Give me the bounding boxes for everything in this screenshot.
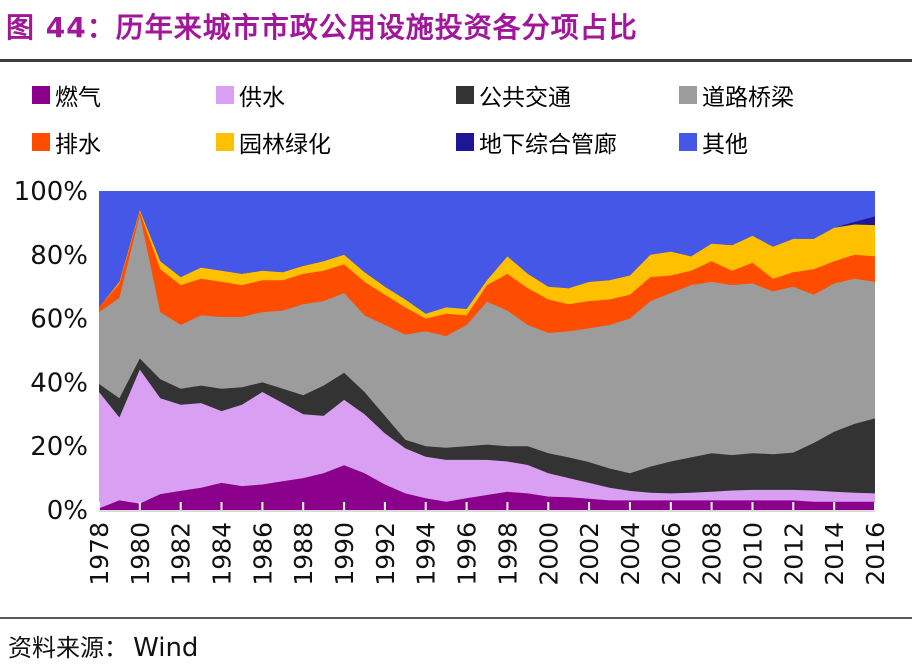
x-axis-label-1988: 1988 — [289, 522, 318, 586]
x-axis-label-1992: 1992 — [371, 522, 400, 586]
x-axis-label-1998: 1998 — [493, 522, 522, 586]
title-divider — [0, 59, 912, 62]
legend-label-other: 其他 — [702, 132, 748, 158]
legend-item-gas: 燃气 — [32, 80, 101, 111]
x-axis-label-1980: 1980 — [126, 522, 155, 586]
stacked-area-chart: 1978 1980 1982 1984 1986 1988 1990 1992 1994 1996… — [0, 170, 912, 616]
x-axis-label-1994: 1994 — [412, 522, 441, 586]
x-tick-1996 — [465, 502, 468, 510]
x-axis-label-2002: 2002 — [575, 522, 604, 586]
x-tick-1982 — [179, 502, 182, 510]
legend-item-transit: 公共交通 — [456, 80, 571, 111]
y-axis-label-20: 20% — [30, 432, 88, 462]
source-label: 资料来源： — [8, 634, 128, 662]
x-tick-1986 — [261, 502, 264, 510]
x-tick-2010 — [751, 502, 754, 510]
x-tick-2016 — [874, 502, 876, 510]
x-tick-1978 — [98, 502, 100, 510]
y-axis-label-40: 40% — [30, 368, 88, 398]
legend-swatch-garden — [216, 133, 234, 151]
x-axis-label-2004: 2004 — [616, 522, 645, 586]
source-line: 资料来源： Wind — [8, 628, 198, 663]
legend-swatch-road — [679, 86, 697, 104]
legend-item-tunnel: 地下综合管廊 — [456, 127, 617, 158]
x-tick-2012 — [792, 502, 795, 510]
legend-swatch-water — [216, 86, 234, 104]
source-value: Wind — [133, 633, 199, 663]
x-axis-label-2016: 2016 — [861, 522, 890, 586]
legend-label-road: 道路桥梁 — [702, 85, 794, 111]
x-tick-2006 — [669, 502, 672, 510]
x-axis-label-1978: 1978 — [85, 522, 114, 586]
x-tick-2000 — [547, 502, 550, 510]
x-axis-label-2014: 2014 — [820, 522, 849, 586]
x-axis-label-2012: 2012 — [779, 522, 808, 586]
legend-swatch-drain — [32, 133, 50, 151]
source-divider — [0, 617, 912, 619]
x-axis-label-1996: 1996 — [453, 522, 482, 586]
legend-swatch-transit — [456, 86, 474, 104]
legend-item-garden: 园林绿化 — [216, 127, 331, 158]
legend-swatch-gas — [32, 86, 50, 104]
x-tick-1984 — [220, 502, 223, 510]
x-tick-2014 — [833, 502, 836, 510]
figure-title: 图 44：历年来城市市政公用设施投资各分项占比 — [6, 11, 638, 44]
x-tick-1994 — [424, 502, 427, 510]
x-axis-label-1984: 1984 — [208, 522, 237, 586]
legend-item-road: 道路桥梁 — [679, 80, 794, 111]
legend-label-water: 供水 — [239, 85, 285, 111]
x-axis-label-1990: 1990 — [330, 522, 359, 586]
x-tick-1988 — [302, 502, 305, 510]
x-tick-2008 — [710, 502, 713, 510]
legend-item-water: 供水 — [216, 80, 285, 111]
x-tick-1998 — [506, 502, 509, 510]
x-axis-label-1982: 1982 — [167, 522, 196, 586]
legend-label-drain: 排水 — [55, 132, 101, 158]
legend-label-garden: 园林绿化 — [239, 132, 331, 158]
x-tick-2004 — [628, 502, 631, 510]
y-axis-label-100: 100% — [14, 177, 88, 207]
x-tick-1980 — [138, 502, 141, 510]
legend-swatch-tunnel — [456, 133, 474, 151]
chart-legend: 燃气 供水 公共交通 道路桥梁排水 园林绿化 地下综合管廊 其他 — [0, 72, 912, 168]
area-layer-gas — [99, 465, 875, 510]
y-axis-label-80: 80% — [30, 241, 88, 271]
y-axis-label-0: 0% — [47, 496, 88, 526]
area-layer-water — [99, 369, 875, 510]
chart-svg: 1978 1980 1982 1984 1986 1988 1990 1992 1994 1996… — [14, 177, 890, 586]
x-axis-label-2000: 2000 — [534, 522, 563, 586]
x-tick-1990 — [343, 502, 346, 510]
legend-label-transit: 公共交通 — [479, 85, 571, 111]
legend-swatch-other — [679, 133, 697, 151]
x-axis-label-1986: 1986 — [248, 522, 277, 586]
x-axis-label-2006: 2006 — [657, 522, 686, 586]
x-tick-2002 — [588, 502, 591, 510]
legend-item-other: 其他 — [679, 127, 748, 158]
legend-label-tunnel: 地下综合管廊 — [479, 132, 617, 158]
legend-label-gas: 燃气 — [55, 85, 101, 111]
x-axis-label-2008: 2008 — [698, 522, 727, 586]
x-tick-1992 — [383, 502, 386, 510]
y-axis-label-60: 60% — [30, 305, 88, 335]
legend-item-drain: 排水 — [32, 127, 101, 158]
x-axis-label-2010: 2010 — [739, 522, 768, 586]
